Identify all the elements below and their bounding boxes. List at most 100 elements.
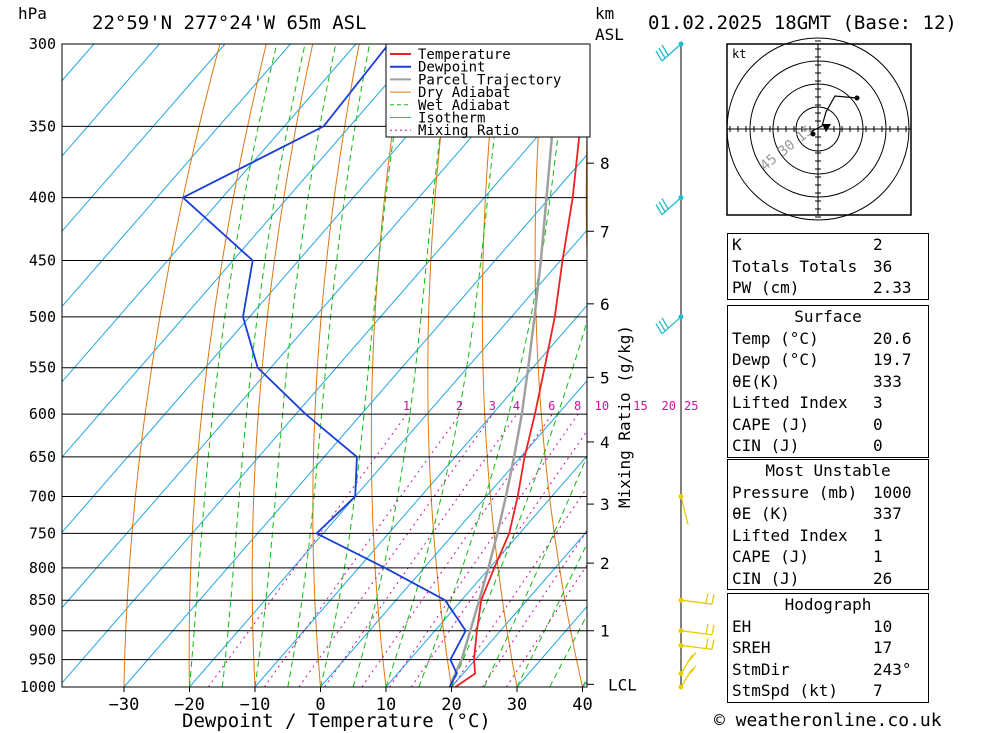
wind-barb: [655, 197, 682, 216]
row-value: 10: [873, 616, 893, 636]
pressure-label: 750: [29, 524, 56, 542]
mixing-ratio-axis-label: Mixing Ratio (g/kg): [615, 325, 634, 508]
legend-label: Dry Adiabat: [418, 85, 511, 101]
wind-barb: [680, 496, 689, 525]
row-label: Totals Totals: [732, 256, 858, 276]
hodograph-point: [854, 95, 860, 101]
table-row: CAPE (J) 1: [728, 546, 928, 568]
surface-panel: Surface Temp (°C) 20.6 Dewp (°C) 19.7 θE(K) 3…: [727, 305, 929, 458]
location-title: 22°59'N 277°24'W 65m ASL: [92, 12, 367, 34]
pressure-label: 1000: [20, 678, 56, 696]
wet-adiabat-line: [483, 455, 587, 687]
table-row: Lifted Index 3: [728, 392, 928, 414]
mixing-ratio-label: 4: [513, 399, 520, 413]
wind-barb: [680, 665, 697, 688]
mixing-ratio-label: 3: [489, 399, 496, 413]
table-row: Lifted Index 1: [728, 525, 928, 547]
table-row: SREH 17: [728, 637, 928, 659]
x-tick-label: −30: [109, 695, 140, 715]
legend-label: Dewpoint: [418, 60, 485, 76]
mixing-ratio-line: [263, 413, 461, 687]
table-row: PW (cm) 2.33: [728, 277, 928, 299]
most-unstable-panel: Most Unstable Pressure (mb) 1000 θE (K) 337…: [727, 459, 929, 590]
isotherm-line: [62, 78, 587, 684]
table-row: CIN (J) 0: [728, 435, 928, 457]
axes: −30 −20 −10 0 10 20 30 40 8 7 6 5 4 3 2 1 LCL: [109, 154, 637, 715]
row-value: 2: [873, 235, 883, 254]
isotherm-line: [451, 530, 587, 687]
row-value: 1: [873, 547, 883, 566]
hodograph-trace: [811, 95, 858, 135]
profiles: [181, 44, 587, 687]
wet-adiabat-line: [189, 44, 278, 687]
dewpoint-line: [181, 44, 467, 687]
isotherm-line: [385, 455, 587, 687]
row-label: CIN (J): [732, 436, 800, 455]
wind-barb: [680, 593, 715, 605]
pressure-label: 450: [29, 252, 56, 270]
mixing-ratio-line: [298, 413, 494, 687]
table-row: Temp (°C) 20.6: [728, 328, 928, 350]
row-label: Lifted Index: [732, 393, 848, 412]
hodograph-point: [810, 131, 816, 137]
row-label: StmSpd (kt): [732, 681, 838, 700]
temperature-line: [454, 71, 587, 687]
legend-label: Parcel Trajectory: [418, 72, 561, 88]
row-label: K: [732, 235, 742, 254]
mixing-ratio-line: [505, 564, 587, 687]
row-value: 3: [873, 393, 883, 412]
pressure-label: 950: [29, 651, 56, 669]
pressure-label: 600: [29, 405, 56, 423]
wet-adiabat-line: [221, 44, 306, 687]
dry-adiabat-line: [188, 44, 267, 687]
wet-adiabat-line: [451, 319, 587, 687]
legend-label: Mixing Ratio: [418, 123, 519, 139]
mixing-ratio-labels: 1 2 3 4 6 8 10 15 20 25: [403, 399, 699, 413]
surface-title: Surface: [794, 307, 862, 326]
pressure-label: 550: [29, 359, 56, 377]
legend-label: Wet Adiabat: [418, 98, 511, 114]
x-tick-label: −20: [174, 695, 205, 715]
km-tick-label: 1: [600, 622, 610, 641]
row-label: Temp (°C): [732, 328, 819, 348]
isotherm-line: [123, 154, 587, 687]
footer-credit[interactable]: © weatheronline.co.uk: [714, 710, 942, 731]
dry-adiabat-line: [312, 44, 360, 687]
asl-label: ASL: [595, 25, 624, 44]
table-row: θE (K) 337: [728, 503, 928, 525]
legend-label: Temperature: [418, 47, 511, 63]
row-value: 17: [873, 638, 893, 657]
dry-adiabat-line: [123, 44, 221, 687]
wet-adiabat-line: [287, 44, 371, 687]
km-tick-label: 5: [600, 368, 610, 387]
parcel-trajectory-line: [449, 78, 557, 685]
dry-adiabat-line: [370, 44, 407, 687]
wind-barb: [655, 316, 682, 335]
pressure-label: 400: [29, 189, 56, 207]
row-value: 26: [873, 568, 893, 588]
row-value: 20.6: [873, 328, 912, 348]
isotherm-line: [62, 44, 291, 308]
pressure-label: 650: [29, 448, 56, 466]
isotherm-line: [62, 44, 488, 534]
hpa-label: hPa: [18, 4, 47, 23]
storm-motion-marker: [822, 124, 831, 132]
table-row: Totals Totals 36: [728, 256, 928, 278]
mixing-ratio-label: 2: [456, 399, 463, 413]
mixing-ratio-label: 25: [684, 399, 698, 413]
row-label: CAPE (J): [732, 414, 810, 434]
wind-barb: [680, 638, 715, 651]
isotherm-line: [62, 44, 226, 233]
hodograph-unit: kt: [732, 47, 746, 61]
row-label: SREH: [732, 638, 771, 657]
wet-adiabat-line: [549, 614, 587, 687]
isotherm-line: [62, 44, 357, 383]
row-value: 7: [873, 681, 883, 700]
pressure-label: 900: [29, 622, 56, 640]
km-tick-label: 8: [600, 154, 610, 173]
dry-adiabat-line: [481, 44, 518, 687]
